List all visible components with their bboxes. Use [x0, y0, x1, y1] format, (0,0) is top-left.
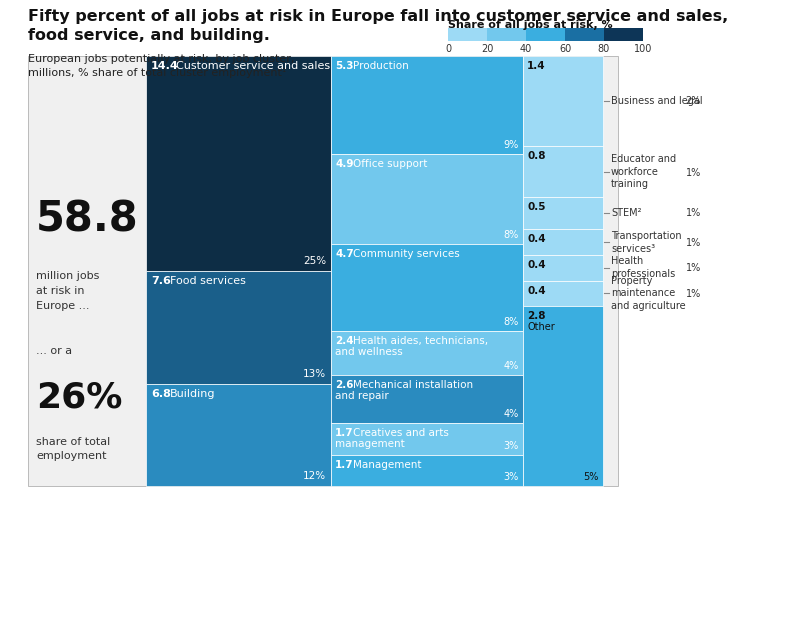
Bar — [523, 255, 603, 281]
Text: 80: 80 — [598, 44, 610, 54]
Text: 1%: 1% — [686, 263, 701, 273]
Text: million jobs
at risk in
Europe ...: million jobs at risk in Europe ... — [36, 271, 99, 310]
Bar — [331, 244, 523, 331]
Text: 20: 20 — [481, 44, 493, 54]
Text: 4.9: 4.9 — [335, 159, 354, 169]
Text: 14.4: 14.4 — [151, 61, 178, 71]
Text: 12%: 12% — [303, 471, 326, 481]
Text: and repair: and repair — [335, 392, 389, 401]
Bar — [146, 56, 331, 271]
Bar — [448, 28, 487, 41]
Bar — [523, 197, 603, 229]
Bar — [331, 56, 523, 154]
Text: Property
maintenance
and agriculture: Property maintenance and agriculture — [611, 276, 686, 311]
Bar — [146, 271, 331, 384]
Bar — [331, 154, 523, 244]
Text: 5%: 5% — [584, 472, 599, 482]
Bar — [331, 455, 523, 486]
Bar — [331, 331, 523, 375]
Text: 0.4: 0.4 — [527, 234, 546, 244]
Text: 2%: 2% — [686, 96, 701, 106]
Text: 13%: 13% — [303, 370, 326, 379]
Text: 1%: 1% — [686, 167, 701, 178]
Text: Transportation
services³: Transportation services³ — [611, 231, 682, 254]
Bar — [28, 56, 618, 486]
Text: Management: Management — [353, 460, 422, 469]
Text: 1%: 1% — [686, 238, 701, 248]
Bar — [331, 375, 523, 423]
Text: 4%: 4% — [504, 361, 519, 372]
Text: Health aides, technicians,: Health aides, technicians, — [353, 336, 488, 346]
Bar — [523, 281, 603, 307]
Bar — [523, 56, 603, 146]
Text: 4.7: 4.7 — [335, 249, 354, 260]
Text: 8%: 8% — [504, 231, 519, 240]
Text: and wellness: and wellness — [335, 347, 402, 357]
Text: Educator and
workforce
training: Educator and workforce training — [611, 154, 676, 189]
Text: Customer service and sales: Customer service and sales — [176, 61, 330, 71]
Text: 0: 0 — [445, 44, 451, 54]
Text: 3%: 3% — [504, 440, 519, 451]
Text: 2.4: 2.4 — [335, 336, 354, 346]
Bar — [526, 28, 565, 41]
Text: 1%: 1% — [686, 208, 701, 218]
Text: ... or a: ... or a — [36, 346, 72, 356]
Text: 3%: 3% — [504, 472, 519, 482]
Text: 0.4: 0.4 — [527, 286, 546, 296]
Text: Creatives and arts: Creatives and arts — [353, 428, 449, 439]
Text: 100: 100 — [634, 44, 652, 54]
Text: 1%: 1% — [686, 289, 701, 299]
Text: 1.4: 1.4 — [527, 61, 546, 71]
Text: 2.8: 2.8 — [527, 311, 546, 321]
Bar — [604, 28, 643, 41]
Text: 25%: 25% — [303, 256, 326, 266]
Text: management: management — [335, 439, 405, 450]
Text: Mechanical installation: Mechanical installation — [353, 380, 474, 390]
Bar — [523, 229, 603, 255]
Text: 58.8: 58.8 — [36, 198, 138, 240]
Text: 6.8: 6.8 — [151, 390, 171, 399]
Bar — [487, 28, 526, 41]
Text: 26%: 26% — [36, 381, 122, 415]
Text: 4%: 4% — [504, 409, 519, 419]
Text: Production: Production — [353, 61, 409, 71]
Text: Food services: Food services — [170, 276, 246, 286]
Text: 5.3: 5.3 — [335, 61, 354, 71]
Text: Office support: Office support — [353, 159, 427, 169]
Text: Other: Other — [527, 322, 554, 332]
Text: European jobs potentially at risk, by job cluster,
millions, % share of total cl: European jobs potentially at risk, by jo… — [28, 54, 294, 78]
Text: Community services: Community services — [353, 249, 460, 260]
Text: Fifty percent of all jobs at risk in Europe fall into customer service and sales: Fifty percent of all jobs at risk in Eur… — [28, 9, 728, 43]
Text: 8%: 8% — [504, 317, 519, 327]
Text: 0.8: 0.8 — [527, 151, 546, 161]
Text: Building: Building — [170, 390, 216, 399]
Text: 0.5: 0.5 — [527, 202, 546, 212]
Text: 2.6: 2.6 — [335, 380, 354, 390]
Bar — [565, 28, 604, 41]
Text: 1.7: 1.7 — [335, 428, 354, 439]
Text: 7.6: 7.6 — [151, 276, 171, 286]
Bar — [523, 307, 603, 486]
Text: 60: 60 — [559, 44, 571, 54]
Text: 0.4: 0.4 — [527, 260, 546, 270]
Bar — [523, 146, 603, 197]
Bar — [146, 384, 331, 486]
Text: 40: 40 — [520, 44, 532, 54]
Bar — [331, 423, 523, 455]
Text: Share of all jobs at risk, %: Share of all jobs at risk, % — [448, 20, 613, 30]
Text: 9%: 9% — [504, 140, 519, 150]
Text: share of total
employment: share of total employment — [36, 437, 110, 461]
Text: STEM²: STEM² — [611, 208, 642, 218]
Text: 1.7: 1.7 — [335, 460, 354, 469]
Text: Health
professionals: Health professionals — [611, 256, 675, 279]
Text: Business and legal: Business and legal — [611, 96, 702, 106]
